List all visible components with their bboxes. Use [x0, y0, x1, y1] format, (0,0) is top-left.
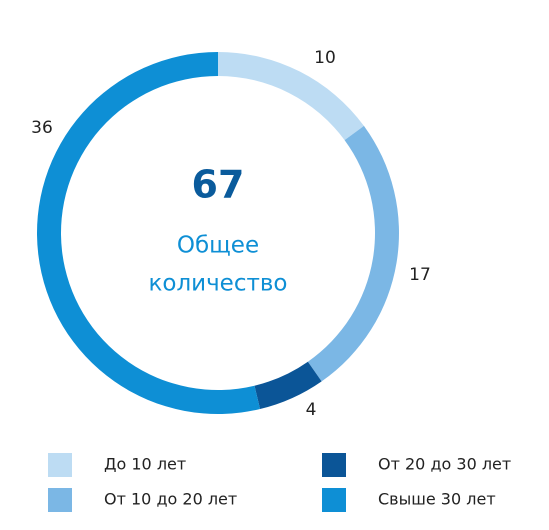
legend-swatch: [48, 453, 72, 477]
legend-label: До 10 лет: [104, 455, 186, 474]
donut-segment: [307, 125, 399, 382]
legend-swatch: [48, 488, 72, 512]
data-label: 36: [31, 118, 53, 138]
data-label: 4: [306, 400, 317, 420]
legend-label: Свыше 30 лет: [378, 490, 496, 509]
center-label: Общее: [177, 233, 259, 259]
center-label: количество: [148, 271, 287, 297]
legend-label: От 10 до 20 лет: [104, 490, 237, 509]
data-label: 17: [409, 265, 431, 285]
legend-swatch: [322, 488, 346, 512]
center-value: 67: [192, 163, 245, 207]
legend-label: От 20 до 30 лет: [378, 455, 511, 474]
donut-segment: [218, 52, 364, 141]
data-label: 10: [314, 48, 336, 68]
legend-swatch: [322, 453, 346, 477]
donut-segment: [254, 361, 322, 410]
